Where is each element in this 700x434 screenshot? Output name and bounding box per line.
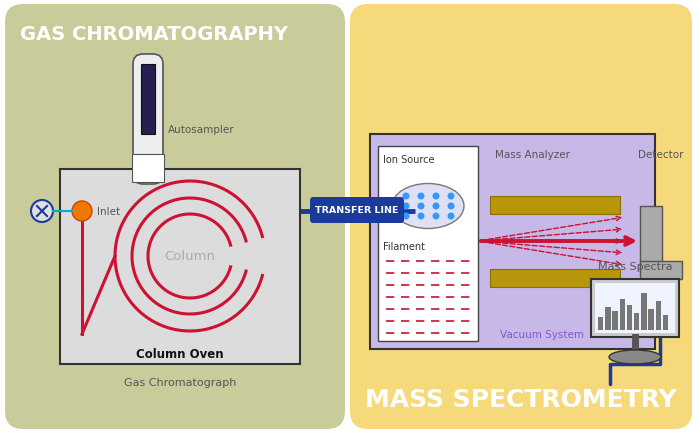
Bar xyxy=(591,279,679,337)
Circle shape xyxy=(447,213,454,220)
Ellipse shape xyxy=(392,184,464,229)
Bar xyxy=(141,65,155,135)
Bar xyxy=(640,207,662,271)
Text: Column Oven: Column Oven xyxy=(136,348,224,361)
Bar xyxy=(648,309,654,330)
Bar xyxy=(370,135,655,349)
Bar xyxy=(598,318,603,330)
FancyBboxPatch shape xyxy=(133,55,163,184)
Text: Detector: Detector xyxy=(638,150,683,160)
Text: Gas Chromatograph: Gas Chromatograph xyxy=(124,377,236,387)
Text: Autosampler: Autosampler xyxy=(168,125,234,135)
Bar xyxy=(634,313,639,330)
Bar xyxy=(620,299,625,330)
Bar xyxy=(663,316,668,330)
Circle shape xyxy=(433,213,440,220)
Circle shape xyxy=(402,203,409,210)
Circle shape xyxy=(417,203,424,210)
Text: Vacuum System: Vacuum System xyxy=(500,329,584,339)
Circle shape xyxy=(31,201,53,223)
Ellipse shape xyxy=(609,350,661,364)
Text: Column: Column xyxy=(164,250,216,263)
Circle shape xyxy=(402,193,409,200)
Circle shape xyxy=(402,213,409,220)
Circle shape xyxy=(72,201,92,221)
Text: Mass Spectra: Mass Spectra xyxy=(598,261,672,271)
Bar xyxy=(595,283,675,333)
Text: TRANSFER LINE: TRANSFER LINE xyxy=(315,206,399,215)
Bar xyxy=(626,305,632,330)
Bar xyxy=(378,147,478,341)
Circle shape xyxy=(417,213,424,220)
Circle shape xyxy=(447,193,454,200)
Text: Ion Source: Ion Source xyxy=(383,155,435,164)
Bar xyxy=(612,311,618,330)
Bar xyxy=(640,261,682,279)
Bar xyxy=(656,301,661,330)
FancyBboxPatch shape xyxy=(350,5,692,429)
Text: Inlet: Inlet xyxy=(97,207,120,217)
Circle shape xyxy=(433,193,440,200)
Text: GAS CHROMATOGRAPHY: GAS CHROMATOGRAPHY xyxy=(20,26,288,44)
Circle shape xyxy=(433,203,440,210)
FancyBboxPatch shape xyxy=(5,5,345,429)
Bar xyxy=(490,270,620,287)
Text: Filament: Filament xyxy=(383,241,425,251)
Text: MASS SPECTROMETRY: MASS SPECTROMETRY xyxy=(365,387,677,411)
Bar xyxy=(490,197,620,214)
FancyBboxPatch shape xyxy=(310,197,404,224)
Bar xyxy=(132,155,164,183)
Bar xyxy=(606,307,610,330)
Bar xyxy=(60,170,300,364)
Bar xyxy=(641,293,647,330)
Circle shape xyxy=(447,203,454,210)
Circle shape xyxy=(417,193,424,200)
Text: Mass Analyzer: Mass Analyzer xyxy=(495,150,570,160)
